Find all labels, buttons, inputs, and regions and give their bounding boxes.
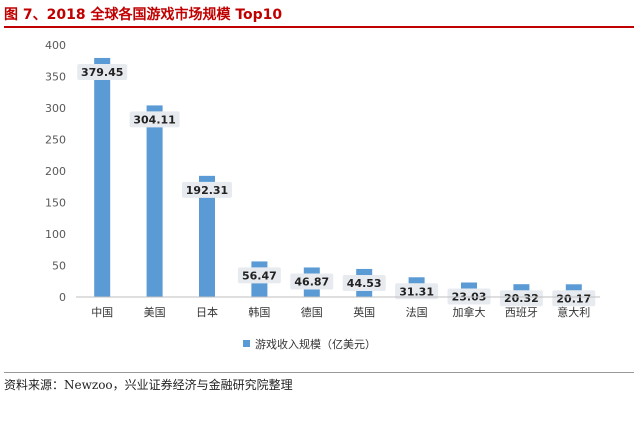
value-label-box: [77, 63, 128, 80]
category-label: 美国: [144, 306, 166, 319]
value-label: 304.11: [133, 113, 175, 126]
y-tick-label: 350: [45, 71, 66, 84]
value-label: 20.17: [556, 292, 591, 305]
category-label: 意大利: [557, 305, 590, 319]
chart-title: 图 7、2018 全球各国游戏市场规模 Top10: [4, 4, 634, 28]
category-label: 德国: [301, 305, 323, 319]
value-label: 56.47: [242, 269, 277, 282]
y-tick-label: 150: [45, 197, 66, 210]
legend: 游戏收入规模（亿美元）: [243, 337, 376, 351]
y-tick-label: 300: [45, 102, 66, 115]
value-label: 46.87: [294, 275, 329, 288]
value-label-box: [395, 283, 439, 300]
bars: [94, 57, 582, 297]
bar-chart: 0 50 100 150 200 250 300 350 400 379.45 304.11 192…: [45, 39, 600, 351]
category-label: 法国: [406, 305, 428, 319]
value-label: 20.32: [504, 292, 539, 305]
value-label: 44.53: [347, 277, 382, 290]
source-note: 资料来源：Newzoo，兴业证券经济与金融研究院整理: [4, 372, 634, 395]
value-label-box: [499, 290, 543, 307]
y-tick-label: 50: [52, 260, 66, 273]
value-label-box: [342, 274, 386, 291]
value-label: 192.31: [186, 184, 228, 197]
value-label-box: [447, 288, 491, 305]
x-axis: 中国 美国 日本 韩国 德国 英国 法国 加拿大 西班牙 意大利: [76, 296, 600, 319]
y-tick-label: 100: [45, 228, 66, 241]
value-label-box: [290, 273, 334, 290]
value-label-box: [182, 181, 232, 198]
category-label: 中国: [91, 306, 113, 319]
y-tick-label: 200: [45, 165, 66, 178]
legend-swatch: [243, 340, 250, 347]
category-label: 西班牙: [505, 306, 538, 319]
value-label: 31.31: [399, 285, 434, 298]
value-label-box: [552, 290, 596, 307]
category-label: 加拿大: [453, 305, 486, 319]
y-tick-label: 0: [59, 291, 66, 304]
bar: [94, 57, 111, 297]
bar: [199, 175, 215, 297]
category-label: 英国: [353, 305, 375, 319]
category-label: 日本: [196, 305, 218, 319]
value-label-box: [129, 111, 180, 128]
value-label-box: [237, 267, 281, 284]
y-axis: 0 50 100 150 200 250 300 350 400: [45, 39, 66, 304]
legend-label: 游戏收入规模（亿美元）: [255, 337, 376, 351]
category-label: 韩国: [248, 305, 270, 319]
value-label: 379.45: [81, 66, 123, 79]
y-tick-label: 250: [45, 134, 66, 147]
bar: [146, 105, 163, 297]
y-tick-label: 400: [45, 39, 66, 52]
